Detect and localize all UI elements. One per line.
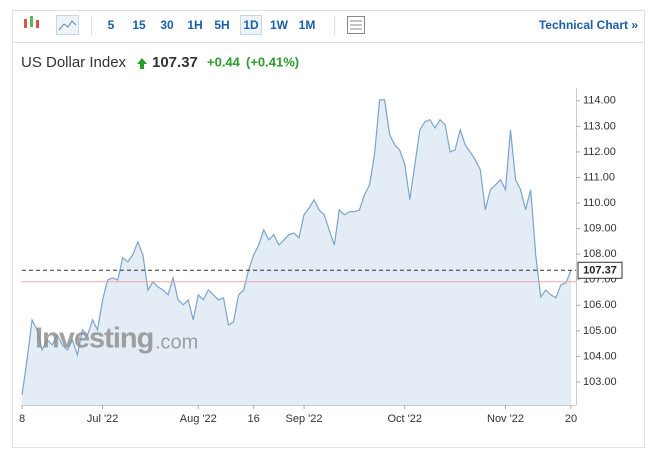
x-tick-label: Aug '22: [180, 413, 217, 425]
y-tick-label: 105.00: [583, 325, 617, 337]
last-value-label: 107.37: [583, 265, 617, 277]
price: 107.37: [152, 54, 198, 71]
y-tick-label: 110.00: [583, 197, 616, 209]
x-tick-label: 16: [248, 413, 260, 425]
interval-button[interactable]: 1H: [187, 18, 202, 32]
interval-button[interactable]: 5H: [214, 18, 229, 32]
candle-icon[interactable]: [24, 16, 39, 28]
watermark: Investing: [35, 323, 153, 355]
x-tick-label: Nov '22: [487, 413, 524, 425]
y-tick-label: 109.00: [583, 223, 617, 235]
watermark-suffix: .com: [155, 331, 198, 353]
interval-button[interactable]: 30: [160, 18, 174, 32]
interval-button[interactable]: 1D: [243, 18, 259, 32]
y-tick-label: 112.00: [583, 146, 616, 158]
area-icon[interactable]: [56, 15, 79, 35]
x-tick-label: Jul '22: [87, 413, 118, 425]
y-tick-label: 103.00: [583, 376, 617, 388]
icon-part: [58, 20, 77, 31]
y-tick-label: 114.00: [583, 95, 616, 107]
plot: 103.00104.00105.00106.00107.00108.00109.…: [19, 88, 623, 425]
change-pct: (+0.41%): [246, 54, 299, 69]
y-tick-label: 104.00: [583, 350, 617, 362]
interval-button[interactable]: 5: [108, 18, 115, 32]
y-tick-label: 108.00: [583, 248, 617, 260]
active-interval: [240, 15, 262, 35]
x-tick-label: 20: [565, 413, 577, 425]
interval-button[interactable]: 1M: [299, 18, 316, 32]
price-line: [21, 99, 572, 396]
icon-part: [30, 16, 33, 27]
change: +0.44: [207, 54, 241, 69]
y-tick-label: 106.00: [583, 299, 617, 311]
interval-button[interactable]: 15: [132, 18, 146, 32]
area-fill: [22, 99, 571, 406]
x-tick-label: 8: [19, 413, 25, 425]
x-tick-label: Sep '22: [286, 413, 323, 425]
interval-button[interactable]: 1W: [270, 18, 289, 32]
up-arrow: [137, 58, 147, 69]
icon-part: [24, 19, 27, 28]
y-tick-label: 111.00: [583, 171, 615, 183]
title: US Dollar Index: [21, 54, 127, 71]
last-value-box: [577, 261, 623, 279]
icon-part: [36, 20, 39, 28]
y-tick-label: 113.00: [583, 120, 616, 132]
technical-link[interactable]: Technical Chart »: [539, 18, 638, 32]
x-tick-label: Oct '22: [388, 413, 423, 425]
